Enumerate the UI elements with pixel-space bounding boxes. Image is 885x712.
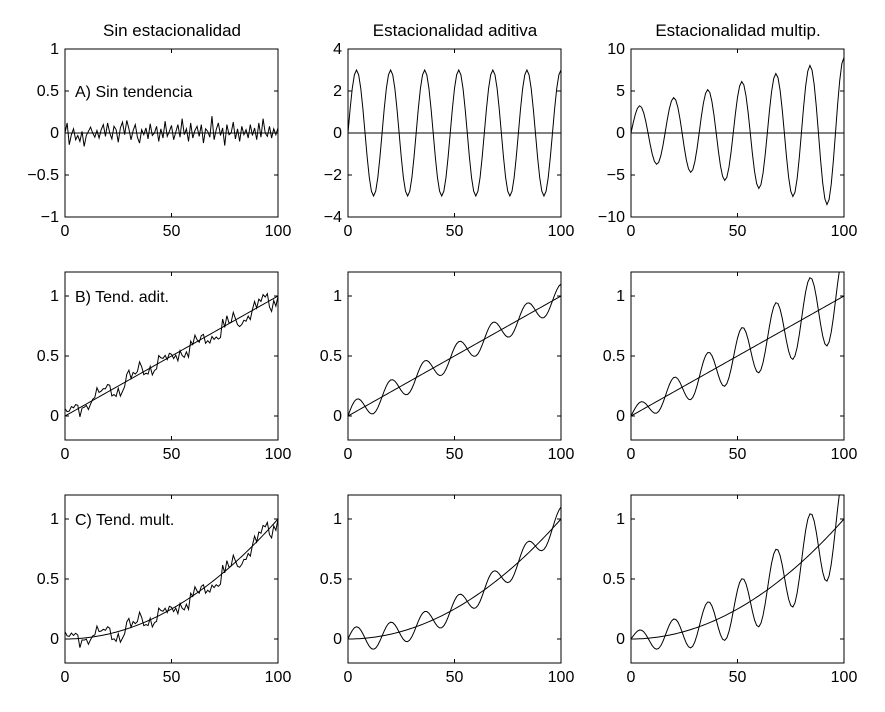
x-tick-label: 50	[163, 669, 181, 686]
column-title-3: Estacionalidad multip.	[655, 21, 820, 40]
x-tick-label: 50	[729, 669, 747, 686]
series-2-line	[348, 518, 561, 640]
x-tick-label: 50	[446, 446, 464, 463]
x-tick-label: 0	[61, 446, 70, 463]
column-title-2: Estacionalidad aditiva	[373, 21, 538, 40]
y-tick-label: −10	[598, 209, 625, 226]
y-tick-label: 1	[50, 288, 59, 305]
x-tick-label: 50	[163, 446, 181, 463]
series-2-line	[631, 295, 844, 417]
x-tick-label: 50	[446, 223, 464, 240]
series-1-line	[631, 272, 840, 417]
y-tick-label: −0.5	[27, 167, 59, 184]
y-tick-label: 1	[333, 288, 342, 305]
series-2-line	[348, 295, 561, 417]
x-tick-label: 0	[344, 446, 353, 463]
series-2-line	[65, 295, 278, 417]
series-2-line	[631, 518, 844, 640]
series-1-line	[348, 506, 561, 650]
x-tick-label: 50	[729, 223, 747, 240]
y-tick-label: 0	[616, 408, 625, 425]
panel-r1-c3: 0 50 100 −10 −5 0 5 10	[598, 41, 858, 240]
x-tick-label: 50	[446, 669, 464, 686]
y-tick-label: 0.5	[320, 571, 342, 588]
series-2-line	[65, 518, 278, 640]
x-tick-label: 0	[344, 669, 353, 686]
x-tick-label: 100	[548, 223, 575, 240]
x-tick-label: 0	[61, 669, 70, 686]
x-tick-label: 0	[344, 223, 353, 240]
panel-r3-c3: 0 50 100 0 0.5 1	[603, 494, 858, 686]
y-tick-label: 1	[50, 41, 59, 58]
y-tick-label: 5	[616, 83, 625, 100]
x-tick-label: 0	[627, 446, 636, 463]
y-tick-label: 0	[50, 631, 59, 648]
x-tick-label: 100	[831, 669, 858, 686]
y-tick-label: −2	[324, 167, 342, 184]
y-tick-label: −4	[324, 209, 342, 226]
y-tick-label: 0	[616, 631, 625, 648]
x-tick-label: 100	[265, 446, 292, 463]
y-tick-label: 10	[607, 41, 625, 58]
panel-r1-c2: 0 50 100 −4 −2 0 2 4	[324, 41, 575, 240]
y-tick-label: 0.5	[603, 571, 625, 588]
panel-annotation: C) Tend. mult.	[75, 512, 174, 529]
panel-r3-c2: 0 50 100 0 0.5 1	[320, 494, 575, 686]
x-tick-label: 100	[265, 223, 292, 240]
y-tick-label: 0	[616, 125, 625, 142]
panel-r3-c1: 0 50 100 0 0.5 1 C) Tend. mult.	[37, 494, 292, 686]
y-tick-label: 0	[50, 125, 59, 142]
y-tick-label: 1	[333, 511, 342, 528]
y-tick-label: 0	[333, 125, 342, 142]
y-tick-label: 1	[616, 288, 625, 305]
panel-annotation: B) Tend. adit.	[75, 289, 169, 306]
y-tick-label: 0.5	[603, 348, 625, 365]
series-1-line	[631, 57, 844, 206]
y-tick-label: 0.5	[320, 348, 342, 365]
y-tick-label: 0	[50, 408, 59, 425]
axes-box	[347, 494, 562, 664]
column-title-1: Sin estacionalidad	[103, 21, 241, 40]
y-tick-label: 1	[50, 511, 59, 528]
series-1-line	[348, 283, 561, 417]
panel-r2-c2: 0 50 100 0 0.5 1	[320, 271, 575, 463]
y-tick-label: 0	[333, 408, 342, 425]
x-tick-label: 100	[548, 446, 575, 463]
panel-r2-c3: 0 50 100 0 0.5 1	[603, 271, 858, 463]
x-tick-label: 0	[61, 223, 70, 240]
y-tick-label: 4	[333, 41, 342, 58]
axes-box	[630, 494, 845, 664]
y-tick-label: 0.5	[37, 348, 59, 365]
x-tick-label: 50	[729, 446, 747, 463]
y-tick-label: 1	[616, 511, 625, 528]
x-tick-label: 0	[627, 223, 636, 240]
x-tick-label: 100	[548, 669, 575, 686]
panel-r2-c1: 0 50 100 0 0.5 1 B) Tend. adit.	[37, 271, 292, 463]
series-1-line	[348, 68, 561, 198]
x-tick-label: 100	[831, 446, 858, 463]
y-tick-label: 2	[333, 83, 342, 100]
series-1-line	[65, 116, 278, 147]
panel-r1-c1: 0 50 100 −1 −0.5 0 0.5 1 A) Sin tendencia	[27, 41, 291, 240]
x-tick-label: 100	[265, 669, 292, 686]
series-1-line	[65, 519, 278, 648]
y-tick-label: −1	[41, 209, 59, 226]
x-tick-label: 100	[831, 223, 858, 240]
series-1-line	[65, 292, 278, 417]
y-tick-label: 0	[333, 631, 342, 648]
y-tick-label: 0.5	[37, 571, 59, 588]
panel-annotation: A) Sin tendencia	[75, 84, 193, 101]
y-tick-label: 0.5	[37, 83, 59, 100]
y-tick-label: −5	[607, 167, 625, 184]
x-tick-label: 0	[627, 669, 636, 686]
series-1-line	[631, 495, 840, 650]
x-tick-label: 50	[163, 223, 181, 240]
